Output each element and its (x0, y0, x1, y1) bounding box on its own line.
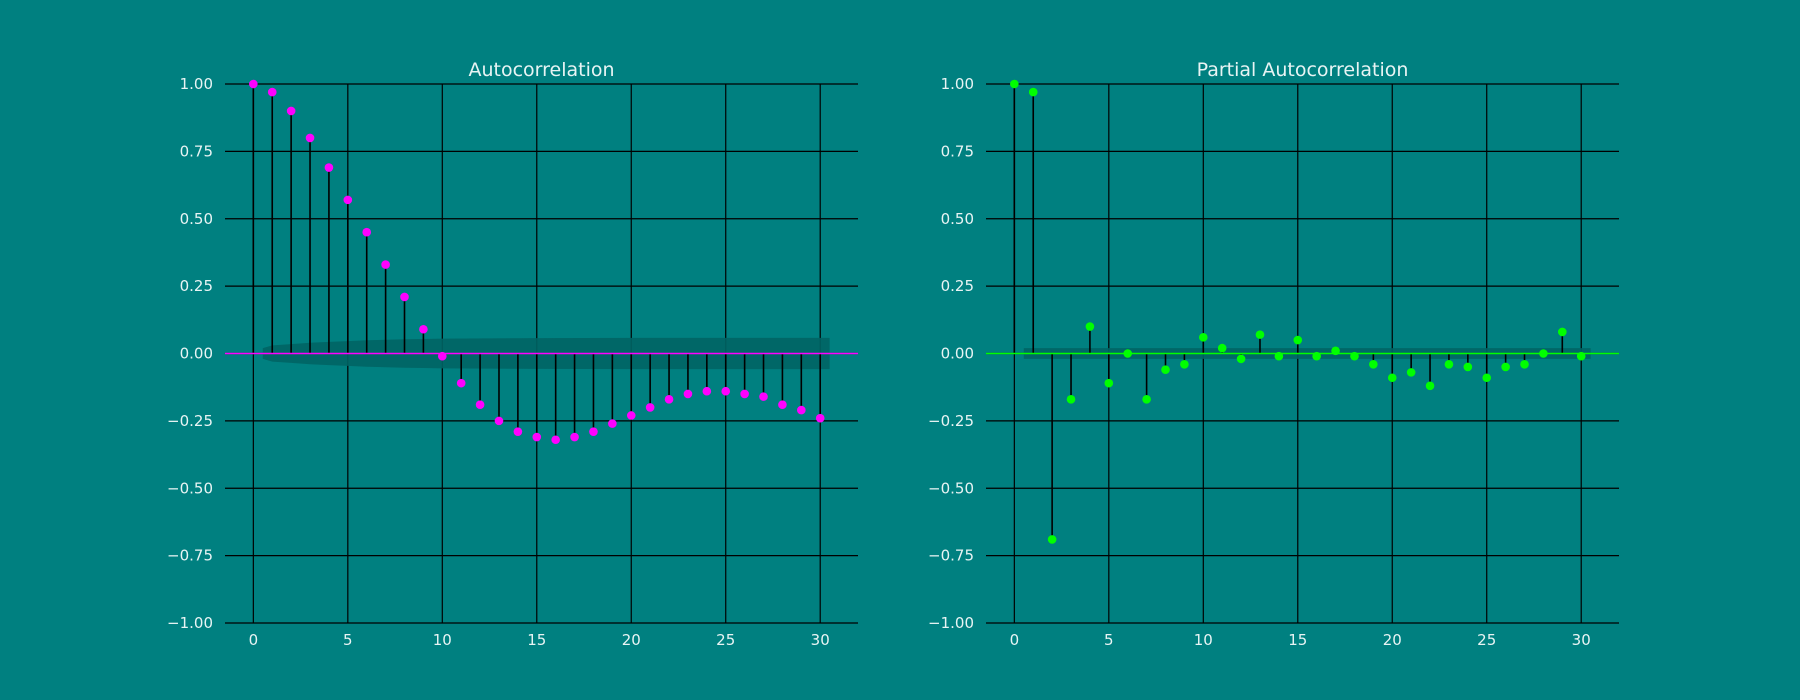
data-point (645, 403, 655, 412)
x-tick-label: 30 (811, 631, 830, 649)
data-point (1028, 87, 1038, 97)
data-point (1123, 349, 1133, 358)
y-tick-label: −1.00 (167, 614, 213, 632)
y-tick-label: 0.50 (941, 210, 974, 228)
data-point (1482, 373, 1492, 383)
data-point (343, 195, 353, 205)
data-point (1387, 373, 1397, 383)
data-point (324, 163, 334, 172)
chart-panel-1: 1.00 0.75 0.50 0.25 0.00 −0.25 −0.50 −0.75 −1.00… (167, 59, 858, 649)
data-point (589, 427, 598, 436)
x-tick-label: 20 (1383, 631, 1402, 649)
x-tick-label: 25 (716, 631, 735, 649)
data-point (551, 435, 560, 445)
x-tick-label: 25 (1477, 631, 1496, 649)
x-tick-label: 20 (622, 631, 641, 649)
data-point (1312, 351, 1321, 361)
data-point (1463, 362, 1473, 372)
data-point (1180, 359, 1189, 369)
data-point (1425, 381, 1435, 391)
data-point (570, 432, 579, 442)
y-tick-label: −0.25 (167, 412, 213, 430)
data-point (1010, 79, 1019, 89)
data-point (1331, 346, 1340, 356)
x-tick-label: 30 (1572, 631, 1591, 649)
x-tick-label: 10 (1194, 631, 1213, 649)
y-tick-label: 0.25 (180, 277, 213, 295)
y-tick-label: −0.50 (167, 479, 213, 497)
x-tick-label: 5 (343, 631, 353, 649)
y-tick-label: −1.00 (928, 614, 974, 632)
data-point (702, 386, 712, 396)
y-tick-label: −0.50 (928, 479, 974, 497)
y-tick-label: −0.75 (167, 547, 213, 565)
chart-title: Partial Autocorrelation (1197, 59, 1409, 81)
data-point (362, 227, 372, 237)
data-point (286, 106, 296, 116)
data-point (1274, 351, 1284, 361)
x-tick-label: 15 (527, 631, 546, 649)
y-tick-label: 1.00 (180, 75, 213, 93)
data-point (778, 400, 787, 410)
y-tick-label: 0.25 (941, 277, 974, 295)
y-tick-label: 0.50 (180, 210, 213, 228)
data-point (532, 432, 542, 442)
data-point (626, 411, 636, 420)
x-tick-label: 15 (1288, 631, 1307, 649)
data-point (1104, 378, 1114, 388)
data-point (797, 405, 806, 415)
data-point (456, 378, 466, 388)
data-point (759, 392, 768, 401)
data-point (1406, 368, 1416, 377)
x-tick-label: 5 (1104, 631, 1114, 649)
chart-title: Autocorrelation (468, 59, 614, 81)
data-point (721, 386, 731, 396)
data-point (437, 351, 447, 361)
data-point (1444, 359, 1454, 369)
y-tick-label: 0.75 (180, 142, 213, 160)
x-tick-label: 0 (249, 631, 259, 649)
data-point (1293, 335, 1303, 345)
data-point (1085, 322, 1095, 331)
data-point (683, 389, 693, 399)
data-point (1501, 362, 1510, 372)
data-point (1198, 333, 1208, 342)
data-point (400, 292, 409, 302)
data-point (475, 400, 485, 410)
x-tick-label: 10 (433, 631, 452, 649)
data-point (1066, 395, 1076, 404)
y-tick-label: 0.00 (941, 345, 974, 363)
data-point (513, 427, 523, 436)
data-point (1142, 395, 1151, 404)
data-point (1350, 351, 1359, 361)
data-point (1558, 327, 1567, 337)
data-point (1161, 365, 1170, 374)
data-point (419, 324, 428, 334)
data-point (1047, 535, 1057, 544)
data-point (608, 419, 617, 428)
x-tick-label: 0 (1010, 631, 1020, 649)
data-point (1520, 359, 1529, 369)
y-tick-label: 0.75 (941, 142, 974, 160)
data-point (1255, 330, 1265, 339)
y-tick-label: −0.25 (928, 412, 974, 430)
data-point (664, 395, 674, 404)
data-point (494, 416, 504, 426)
data-point (1217, 343, 1227, 353)
y-tick-label: 1.00 (941, 75, 974, 93)
chart-panel-2: 1.00 0.75 0.50 0.25 0.00 −0.25 −0.50 −0.75 −1.00… (928, 59, 1619, 649)
y-tick-label: 0.00 (180, 345, 213, 363)
data-point (815, 413, 825, 423)
data-point (740, 389, 749, 399)
data-point (249, 79, 258, 89)
data-point (1539, 349, 1548, 358)
data-point (1236, 354, 1246, 364)
data-point (381, 260, 390, 269)
data-point (267, 87, 277, 97)
data-point (1576, 351, 1586, 361)
y-tick-label: −0.75 (928, 547, 974, 565)
data-point (305, 133, 315, 143)
data-point (1369, 359, 1378, 369)
